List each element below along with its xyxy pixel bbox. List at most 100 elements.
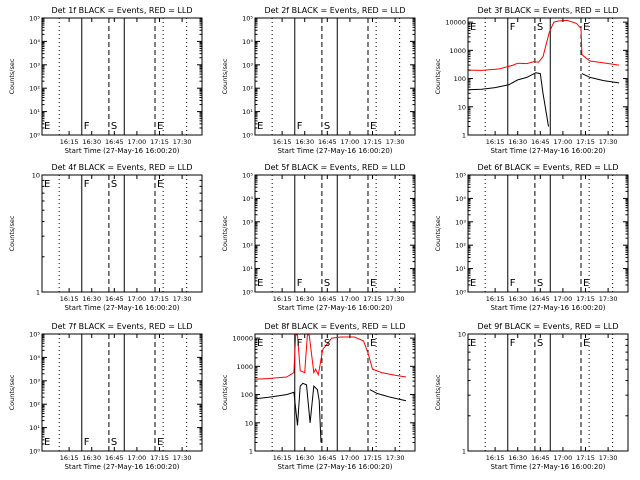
plot-frame — [254, 333, 416, 452]
y-tick-label: 10⁴ — [455, 195, 466, 203]
x-tick-label: 16:45 — [105, 138, 124, 146]
y-tick-label: 10 — [245, 419, 253, 427]
panel-title: Det 5f BLACK = Events, RED = LLD — [264, 163, 405, 172]
y-tick-label: 10³ — [242, 61, 253, 69]
marker-label: F — [297, 338, 303, 349]
x-tick-label: 16:45 — [318, 138, 337, 146]
y-tick-label: 10⁴ — [29, 38, 40, 46]
x-tick-label: 17:30 — [173, 454, 192, 462]
y-tick-label: 10¹ — [242, 108, 253, 116]
y-axis-label: Counts/sec — [221, 58, 229, 94]
x-tick-label: 16:30 — [295, 454, 314, 462]
x-tick-label: 16:45 — [105, 295, 124, 303]
x-tick-label: 16:15 — [60, 138, 79, 146]
y-tick-label: 10¹ — [242, 265, 253, 273]
x-tick-label: 17:15 — [576, 138, 595, 146]
series-lld — [468, 19, 620, 71]
y-tick-label: 10⁰ — [242, 132, 253, 140]
y-tick-label: 10¹ — [29, 108, 40, 116]
x-tick-label: 17:00 — [128, 454, 147, 462]
y-tick-label: 10 — [458, 331, 466, 339]
marker-label: E — [44, 437, 50, 448]
marker-label: E — [157, 121, 163, 132]
y-tick-label: 10³ — [29, 61, 40, 69]
marker-label: E — [44, 179, 50, 190]
x-tick-label: 16:15 — [60, 454, 79, 462]
x-tick-label: 16:30 — [508, 295, 527, 303]
marker-label: E — [370, 121, 376, 132]
plot-area — [255, 175, 401, 292]
y-tick-label: 10000 — [232, 335, 253, 343]
series-events — [255, 382, 322, 443]
marker-label: E — [44, 121, 50, 132]
y-tick-label: 10⁵ — [455, 172, 466, 180]
y-tick-label: 10⁰ — [29, 448, 40, 456]
x-tick-label: 17:30 — [599, 138, 618, 146]
marker-label: E — [257, 338, 263, 349]
panel-det-5: Det 5f BLACK = Events, RED = LLD E F S E 16:1… — [221, 163, 416, 312]
marker-label: F — [84, 437, 90, 448]
x-tick-label: 17:00 — [341, 454, 360, 462]
x-tick-label: 16:45 — [318, 454, 337, 462]
x-tick-label: 17:15 — [150, 138, 169, 146]
x-axis-label: Start Time (27-May-16 16:00:20) — [277, 147, 392, 155]
panel-title: Det 6f BLACK = Events, RED = LLD — [477, 163, 618, 172]
y-axis-label: Counts/sec — [221, 215, 229, 251]
panel-title: Det 4f BLACK = Events, RED = LLD — [51, 163, 192, 172]
x-tick-label: 16:30 — [295, 295, 314, 303]
plot-frame — [254, 17, 416, 136]
y-tick-label: 10⁰ — [455, 289, 466, 297]
marker-label: E — [470, 278, 476, 289]
y-tick-label: 10⁰ — [29, 132, 40, 140]
x-tick-label: 16:15 — [486, 138, 505, 146]
x-tick-label: 17:00 — [554, 295, 573, 303]
marker-label: E — [370, 338, 376, 349]
plot-area — [468, 175, 614, 292]
x-tick-label: 16:30 — [508, 454, 527, 462]
marker-label: F — [84, 179, 90, 190]
y-tick-label: 10² — [29, 401, 40, 409]
y-axis-label: Counts/sec — [434, 215, 442, 251]
marker-label: E — [157, 437, 163, 448]
marker-label: F — [297, 121, 303, 132]
plot-frame — [467, 174, 629, 293]
plot-frame — [41, 174, 203, 293]
x-tick-label: 17:15 — [363, 454, 382, 462]
x-tick-label: 17:00 — [341, 295, 360, 303]
y-tick-label: 1000 — [236, 363, 253, 371]
x-tick-label: 16:15 — [273, 138, 292, 146]
x-tick-label: 17:30 — [173, 138, 192, 146]
plot-area — [42, 334, 188, 451]
series-events — [581, 73, 620, 84]
series-events — [369, 389, 407, 402]
marker-label: E — [470, 22, 476, 33]
x-axis-label: Start Time (27-May-16 16:00:20) — [277, 463, 392, 471]
series-events — [468, 72, 549, 127]
marker-label: S — [111, 437, 117, 448]
x-tick-label: 17:30 — [173, 295, 192, 303]
x-tick-label: 16:15 — [273, 454, 292, 462]
x-tick-label: 17:00 — [128, 295, 147, 303]
y-tick-label: 10⁵ — [29, 15, 40, 23]
x-axis-label: Start Time (27-May-16 16:00:20) — [490, 304, 605, 312]
x-tick-label: 16:45 — [531, 138, 550, 146]
panel-det-2: Det 2f BLACK = Events, RED = LLD E F S E 16:1… — [221, 6, 416, 155]
marker-label: S — [111, 179, 117, 190]
panel-title: Det 1f BLACK = Events, RED = LLD — [51, 6, 192, 15]
x-tick-label: 16:30 — [82, 295, 101, 303]
y-axis-label: Counts/sec — [434, 58, 442, 94]
y-tick-label: 10 — [32, 172, 40, 180]
panel-det-7: Det 7f BLACK = Events, RED = LLD E F S E 16:1… — [8, 322, 203, 471]
marker-label: E — [370, 278, 376, 289]
marker-label: E — [157, 179, 163, 190]
y-axis-label: Counts/sec — [8, 374, 16, 410]
x-tick-label: 16:45 — [318, 295, 337, 303]
x-axis-label: Start Time (27-May-16 16:00:20) — [64, 463, 179, 471]
y-tick-label: 10⁴ — [29, 354, 40, 362]
x-axis-label: Start Time (27-May-16 16:00:20) — [277, 304, 392, 312]
panel-title: Det 8f BLACK = Events, RED = LLD — [264, 322, 405, 331]
plot-frame — [467, 17, 629, 136]
